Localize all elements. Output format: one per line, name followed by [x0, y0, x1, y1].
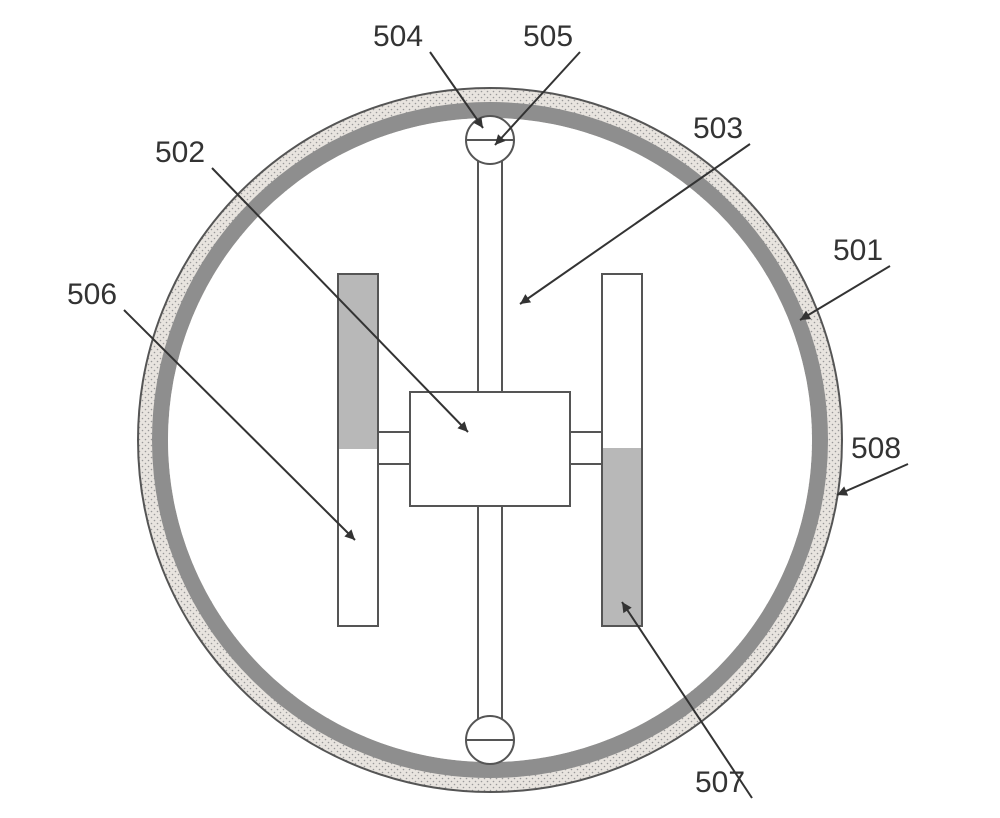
label-504: 504 [373, 20, 423, 53]
leader-508 [837, 464, 908, 495]
label-508: 508 [851, 432, 901, 465]
left-connector [378, 432, 410, 464]
right-bar-shade [603, 448, 641, 625]
label-503: 503 [693, 112, 743, 145]
label-506: 506 [67, 278, 117, 311]
right-connector [570, 432, 602, 464]
center-box [410, 392, 570, 506]
leader-501 [800, 266, 890, 320]
label-502: 502 [155, 136, 205, 169]
diagram-canvas: 504 505 502 503 501 506 508 507 [0, 0, 1000, 818]
label-507: 507 [695, 766, 745, 799]
label-505: 505 [523, 20, 573, 53]
left-bar-shade [339, 275, 377, 449]
label-501: 501 [833, 234, 883, 267]
